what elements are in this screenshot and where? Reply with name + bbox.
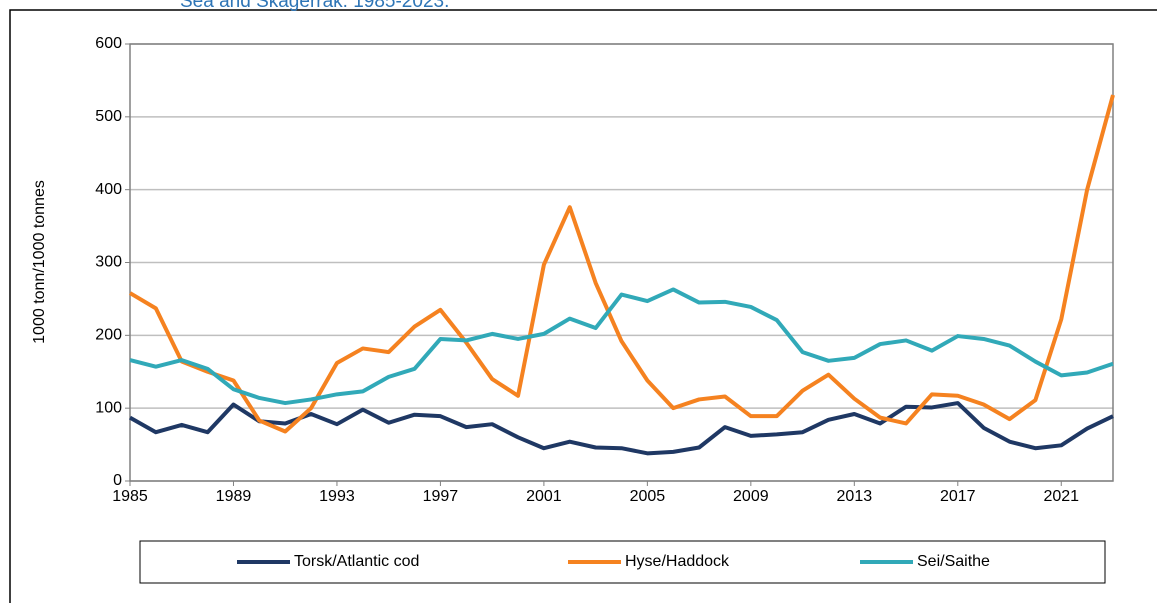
plot-frame [129, 43, 1114, 482]
x-tick-label: 2017 [940, 488, 976, 505]
y-tick-label: 200 [95, 327, 122, 344]
y-tick-label: 600 [95, 35, 122, 52]
x-tick-label: 2021 [1043, 488, 1079, 505]
x-tick-label: 1985 [112, 488, 148, 505]
legend-label: Torsk/Atlantic cod [294, 553, 419, 570]
y-tick-label: 300 [95, 254, 122, 271]
chart-title: Sea and Skagerrak. 1985-2023. [180, 0, 449, 12]
x-tick-label: 1993 [319, 488, 355, 505]
x-tick-label: 2013 [837, 488, 873, 505]
x-tick-label: 2001 [526, 488, 562, 505]
y-tick-label: 500 [95, 108, 122, 125]
series-line [129, 401, 1114, 456]
x-tick-label: 1989 [216, 488, 252, 505]
y-axis-label: 1000 tonn/1000 tonnes [31, 180, 48, 344]
series-line [129, 287, 1114, 406]
y-tick-label: 100 [95, 399, 122, 416]
x-tick-label: 2009 [733, 488, 769, 505]
y-tick-label: 0 [113, 472, 122, 489]
x-tick-label: 2005 [630, 488, 666, 505]
chart-frame [9, 9, 1157, 608]
legend-label: Hyse/Haddock [625, 553, 730, 570]
y-tick-label: 400 [95, 181, 122, 198]
x-tick-label: 1997 [423, 488, 459, 505]
legend-box [139, 540, 1106, 584]
legend-label: Sei/Saithe [917, 553, 990, 570]
series-line [128, 94, 1115, 434]
